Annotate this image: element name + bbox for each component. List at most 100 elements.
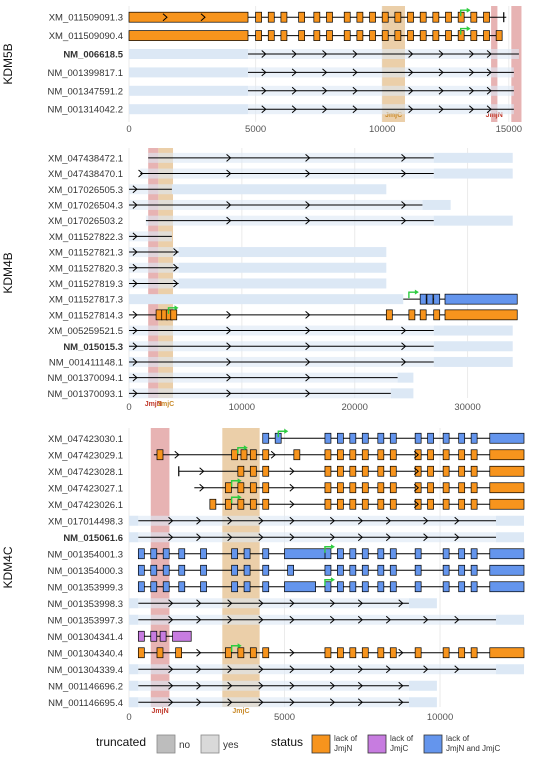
direction-arrow [289, 615, 295, 624]
exon [324, 647, 332, 659]
exon [231, 564, 238, 576]
exon [445, 30, 452, 41]
transcript-label: XM_047423028.1 [48, 467, 123, 478]
direction-arrow [408, 105, 414, 114]
exon [337, 647, 344, 659]
transcript-row: XM_047423028.1 [48, 465, 525, 478]
direction-arrow [168, 533, 174, 542]
transcript-row: XM_047423027.1 [48, 478, 525, 494]
panel-title: KDM5B [1, 43, 15, 84]
direction-arrow [398, 681, 404, 690]
exon [156, 647, 164, 659]
transcript-label: NM_015015.3 [63, 342, 123, 353]
transcript-label: NM_001399817.1 [47, 68, 123, 79]
exon [442, 647, 450, 659]
exon [262, 581, 270, 593]
exon [426, 293, 434, 305]
exon [231, 449, 238, 461]
x-tick-label: 15000 [496, 124, 522, 135]
exon [470, 465, 478, 477]
exon [349, 581, 357, 593]
exon [298, 11, 305, 23]
direction-arrow [329, 681, 336, 690]
direction-arrow [413, 467, 420, 476]
exon [170, 309, 178, 321]
exon [249, 482, 257, 494]
direction-arrow [469, 50, 475, 58]
exon [433, 293, 441, 305]
tss-arrowhead [466, 26, 471, 32]
exon [442, 482, 450, 494]
transcript-label: NM_001354001.3 [47, 549, 123, 560]
direction-arrow [401, 358, 407, 366]
transcript-label: XM_011527821.3 [49, 248, 123, 259]
direction-arrow [227, 516, 233, 525]
tss-arrowhead [414, 289, 419, 295]
direction-arrow [226, 389, 232, 398]
exon [156, 449, 164, 461]
utr-block [433, 152, 513, 163]
direction-arrow [196, 681, 202, 690]
exon [470, 11, 478, 23]
exon [178, 581, 186, 593]
transcript-row: NM_001399817.1 [47, 67, 514, 79]
direction-arrow [486, 50, 492, 58]
exon [255, 11, 262, 23]
direction-arrow [423, 615, 429, 624]
exon [442, 498, 450, 510]
direction-arrow [199, 483, 205, 492]
utr-block [496, 614, 524, 625]
direction-arrow [132, 248, 138, 256]
exon [389, 647, 397, 659]
cds-block [444, 293, 518, 305]
exon [349, 449, 357, 461]
exon [414, 647, 422, 659]
exon [458, 449, 466, 461]
direction-arrow [227, 599, 233, 608]
exon [280, 30, 288, 41]
exon [343, 30, 351, 41]
direction-arrow [173, 279, 179, 288]
tss-arrow [324, 579, 333, 586]
direction-arrow [423, 516, 429, 525]
region-jmjn [148, 148, 159, 398]
exon [262, 449, 270, 461]
direction-arrow [438, 50, 444, 58]
exon [377, 432, 385, 444]
panel-kdm5b: JmjC JmjN XM_011509091.3 XM_011509090.4 NM_0… [1, 6, 522, 135]
direction-arrow [438, 86, 444, 95]
direction-arrow [322, 50, 328, 58]
direction-arrow [168, 698, 174, 707]
transcript-row: XM_011509090.4 [49, 26, 503, 42]
utr-block [178, 262, 387, 273]
direction-arrow [261, 68, 267, 77]
exon [361, 647, 369, 659]
direction-arrow [196, 599, 202, 608]
exon [178, 564, 186, 576]
exon [262, 482, 270, 494]
exon [337, 432, 344, 444]
cds-block [489, 548, 525, 560]
exon [324, 564, 332, 576]
legend-label: no [179, 740, 191, 751]
direction-arrow [398, 648, 404, 657]
direction-arrow [305, 389, 311, 398]
exon [419, 11, 427, 23]
direction-arrow [289, 599, 295, 608]
utr-block [129, 67, 249, 78]
tss-arrowhead [174, 305, 179, 311]
cds-block [489, 647, 525, 659]
exon [458, 548, 466, 560]
exon [162, 581, 170, 593]
transcript-label: XM_047423030.1 [48, 434, 123, 445]
direction-arrow [329, 615, 336, 624]
transcript-label: XM_017026505.3 [48, 185, 123, 196]
x-tick-label: 30000 [454, 402, 480, 413]
exon [381, 11, 389, 23]
exon [349, 465, 357, 477]
tss-arrowhead [284, 428, 289, 434]
exon [249, 449, 257, 461]
exon [442, 465, 450, 477]
exon [407, 30, 414, 41]
